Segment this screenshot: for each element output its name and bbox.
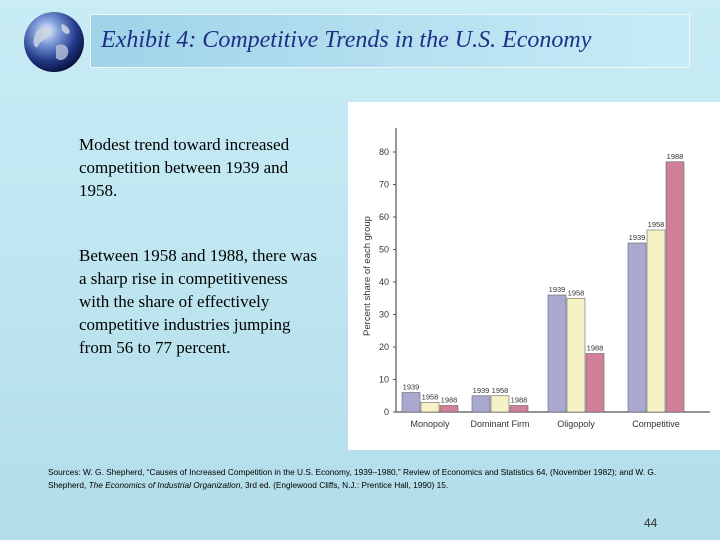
bar-1988-0 — [439, 405, 459, 413]
y-tick-label: 20 — [379, 342, 389, 352]
bar-label: 1958 — [422, 392, 439, 401]
page-number: 44 — [644, 516, 658, 530]
y-axis-label: Percent share of each group — [362, 216, 373, 336]
bar-label: 1958 — [492, 386, 509, 395]
y-tick-label: 30 — [379, 310, 389, 320]
y-tick-label: 0 — [384, 407, 389, 417]
y-tick-label: 40 — [379, 277, 389, 287]
slide-title: Exhibit 4: Competitive Trends in the U.S… — [101, 27, 592, 53]
bar-1958-3 — [646, 229, 666, 413]
source-book-title: The Economics of Industrial Organization — [88, 480, 241, 490]
bar-label: 1939 — [403, 383, 420, 392]
bar-1958-2 — [566, 297, 586, 413]
bar-label: 1988 — [587, 344, 604, 353]
y-tick-label: 80 — [379, 147, 389, 157]
bar-1988-1 — [509, 405, 529, 413]
bar-1939-0 — [401, 392, 421, 413]
bar-label: 1988 — [441, 396, 458, 405]
body-paragraph-1: Modest trend toward increased competitio… — [79, 135, 290, 200]
source-note: Sources: W. G. Shepherd, “Causes of Incr… — [48, 466, 668, 492]
category-label: Monopoly — [410, 419, 450, 429]
bar-label: 1988 — [511, 396, 528, 405]
bar-1988-2 — [585, 353, 605, 413]
body-paragraph-2: Between 1958 and 1988, there was a sharp… — [79, 246, 317, 357]
y-tick-label: 70 — [379, 180, 389, 190]
chart-panel: 0 10 20 30 40 50 60 70 80 1939 1958 1988 Monopoly 19… — [348, 102, 720, 450]
y-tick-label: 60 — [379, 212, 389, 222]
bar-label: 1939 — [549, 285, 566, 294]
bar-label: 1958 — [568, 288, 585, 297]
bar-1939-1 — [471, 395, 491, 413]
category-label: Oligopoly — [557, 419, 595, 429]
y-tick-label: 10 — [379, 375, 389, 385]
title-bar: Exhibit 4: Competitive Trends in the U.S… — [90, 14, 690, 68]
bar-1958-0 — [420, 401, 440, 413]
bar-1958-1 — [490, 395, 510, 413]
y-tick-label: 50 — [379, 245, 389, 255]
bar-label: 1988 — [667, 152, 684, 161]
category-label: Competitive — [632, 419, 680, 429]
bar-1988-3 — [665, 161, 685, 413]
category-label: Dominant Firm — [470, 419, 529, 429]
bar-1939-2 — [547, 294, 567, 413]
bar-label: 1939 — [629, 233, 646, 242]
bar-label: 1958 — [648, 220, 665, 229]
bar-label: 1939 — [473, 386, 490, 395]
globe-icon — [24, 12, 84, 72]
source-text-2: , 3rd ed. (Englewood Cliffs, N.J.: Prent… — [240, 480, 449, 490]
source-text-1: Sources: W. G. Shepherd, “Causes of Incr… — [48, 467, 657, 490]
bar-1939-3 — [627, 242, 647, 413]
